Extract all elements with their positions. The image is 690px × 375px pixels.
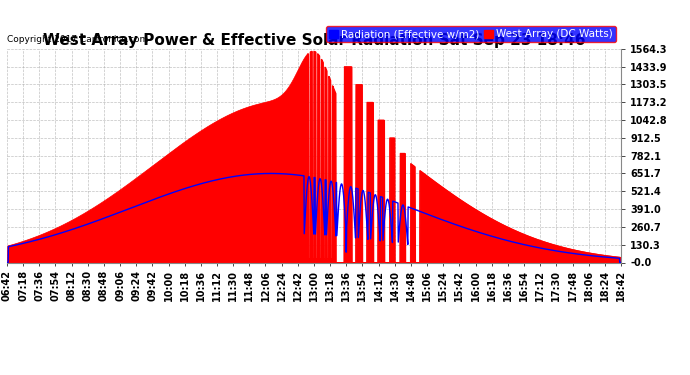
Title: West Array Power & Effective Solar Radiation Sat Sep 23 18:46: West Array Power & Effective Solar Radia… <box>43 33 585 48</box>
Text: Copyright 2017 Cartronics.com: Copyright 2017 Cartronics.com <box>7 36 148 45</box>
Legend: Radiation (Effective w/m2), West Array (DC Watts): Radiation (Effective w/m2), West Array (… <box>326 26 615 42</box>
